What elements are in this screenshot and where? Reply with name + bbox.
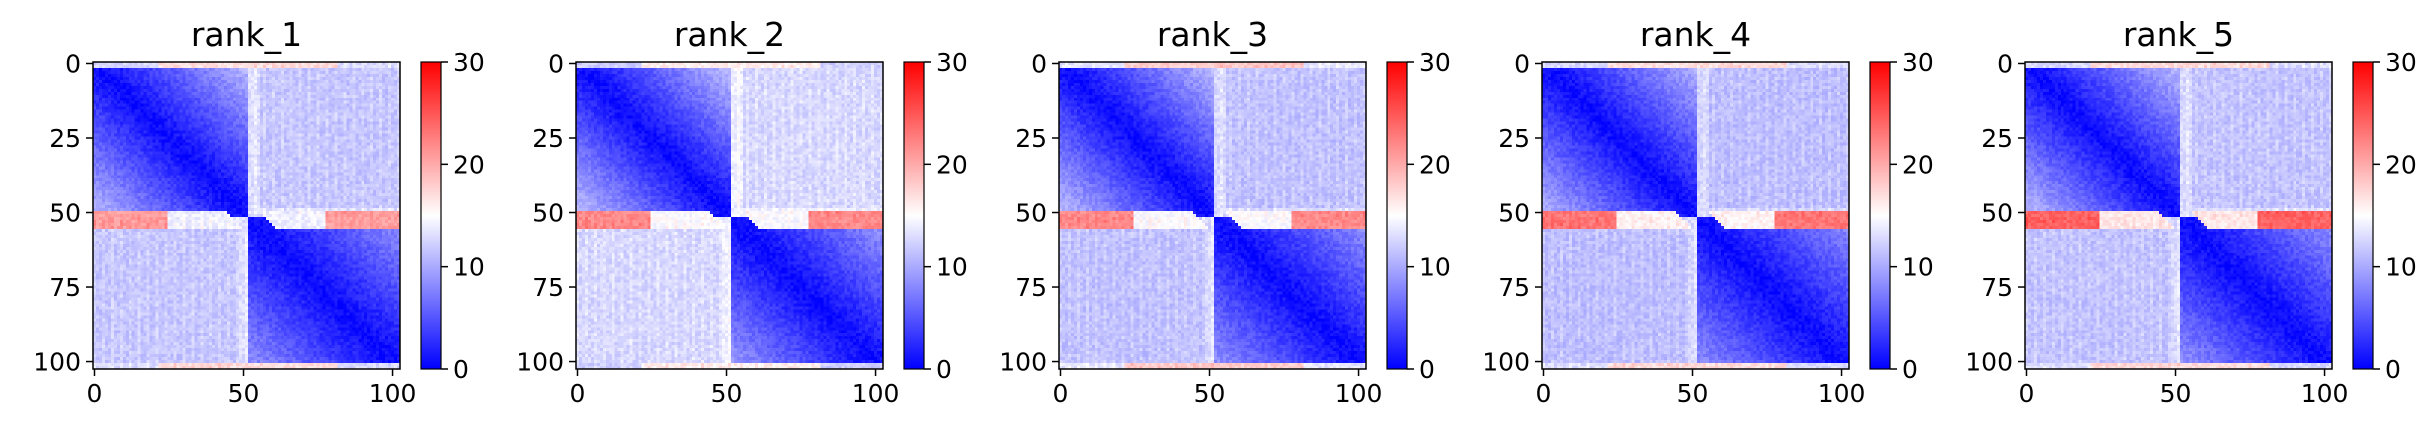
y-tick-label: 75 [1981,273,2013,302]
colorbar-tick-label: 0 [1902,355,1918,384]
x-tick-label: 100 [369,379,417,408]
x-tick-label: 100 [2301,379,2349,408]
x-tick-label: 0 [1536,379,1552,408]
heatmap-image [2025,62,2332,369]
y-tick-label: 50 [1015,199,1047,228]
heatmap-image [1059,62,1366,369]
x-tick-label: 100 [1335,379,1383,408]
panel-title: rank_3 [1157,15,1268,54]
y-tick-label: 0 [548,49,564,78]
colorbar [1386,61,1408,370]
colorbar [420,61,442,370]
y-tick-label: 75 [49,273,81,302]
colorbar-tick-label: 20 [2385,150,2417,179]
colorbar-tick-label: 20 [1419,150,1451,179]
x-tick-label: 100 [852,379,900,408]
colorbar [2352,61,2374,370]
x-tick-label: 0 [87,379,103,408]
colorbar-tick-label: 0 [1419,355,1435,384]
y-tick-label: 50 [1981,199,2013,228]
colorbar-tick-label: 0 [453,355,469,384]
x-tick-label: 50 [2160,379,2192,408]
x-tick-label: 50 [1194,379,1226,408]
panel-title: rank_2 [674,15,785,54]
axes-frame [575,61,884,370]
y-tick-label: 0 [1031,49,1047,78]
y-tick-label: 75 [532,273,564,302]
colorbar-tick-label: 10 [1902,253,1934,282]
colorbar-tick-label: 20 [936,150,968,179]
axes-frame [2024,61,2333,370]
colorbar-tick-label: 10 [936,253,968,282]
y-tick-label: 100 [516,348,564,377]
colorbar-tick-label: 30 [453,48,485,77]
panel-title: rank_1 [191,15,302,54]
y-tick-label: 0 [65,49,81,78]
heatmap-image [93,62,400,369]
x-tick-label: 100 [1818,379,1866,408]
y-tick-label: 25 [1981,124,2013,153]
y-tick-label: 25 [532,124,564,153]
y-tick-label: 75 [1015,273,1047,302]
colorbar-tick-label: 0 [936,355,952,384]
y-tick-label: 100 [1965,348,2013,377]
colorbar-tick-label: 10 [453,253,485,282]
heatmap-image [1542,62,1849,369]
y-tick-label: 100 [33,348,81,377]
x-tick-label: 0 [570,379,586,408]
colorbar-tick-label: 0 [2385,355,2401,384]
y-tick-label: 75 [1498,273,1530,302]
colorbar-tick-label: 20 [1902,150,1934,179]
x-tick-label: 50 [1677,379,1709,408]
panel-title: rank_5 [2123,15,2234,54]
y-tick-label: 25 [1498,124,1530,153]
colorbar-tick-label: 20 [453,150,485,179]
x-tick-label: 0 [1053,379,1069,408]
y-tick-label: 25 [49,124,81,153]
y-tick-label: 100 [1482,348,1530,377]
colorbar [903,61,925,370]
colorbar-tick-label: 30 [936,48,968,77]
x-tick-label: 50 [228,379,260,408]
y-tick-label: 50 [49,199,81,228]
x-tick-label: 50 [711,379,743,408]
colorbar-tick-label: 30 [1419,48,1451,77]
colorbar-tick-label: 10 [1419,253,1451,282]
y-tick-label: 50 [532,199,564,228]
axes-frame [1058,61,1367,370]
y-tick-label: 100 [999,348,1047,377]
y-tick-label: 0 [1514,49,1530,78]
axes-frame [1541,61,1850,370]
colorbar-tick-label: 10 [2385,253,2417,282]
y-tick-label: 0 [1997,49,2013,78]
y-tick-label: 25 [1015,124,1047,153]
colorbar-tick-label: 30 [1902,48,1934,77]
axes-frame [92,61,401,370]
colorbar [1869,61,1891,370]
x-tick-label: 0 [2019,379,2035,408]
panel-title: rank_4 [1640,15,1751,54]
colorbar-tick-label: 30 [2385,48,2417,77]
y-tick-label: 50 [1498,199,1530,228]
heatmap-image [576,62,883,369]
